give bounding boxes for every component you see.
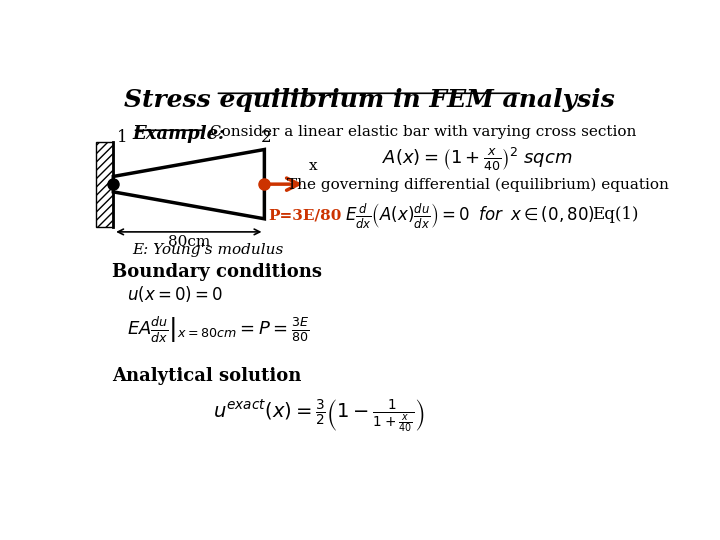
Text: E: Young's modulus: E: Young's modulus	[132, 244, 284, 258]
Text: x: x	[309, 159, 318, 173]
Text: Eq(1): Eq(1)	[593, 206, 639, 224]
Text: $A(x) = \left(1 + \frac{x}{40}\right)^2 \; sqcm$: $A(x) = \left(1 + \frac{x}{40}\right)^2 …	[382, 146, 572, 173]
Text: $E\frac{d}{dx}\left(A(x)\frac{du}{dx}\right) = 0 \;\; for \;\; x \in (0,80)$: $E\frac{d}{dx}\left(A(x)\frac{du}{dx}\ri…	[345, 202, 595, 231]
Text: $u^{exact}(x) = \frac{3}{2}\left(1 - \frac{1}{1 + \frac{x}{40}}\right)$: $u^{exact}(x) = \frac{3}{2}\left(1 - \fr…	[212, 397, 425, 434]
Text: Analytical solution: Analytical solution	[112, 367, 301, 384]
Bar	[96, 142, 113, 226]
Text: Stress equilibrium in FEM analysis: Stress equilibrium in FEM analysis	[124, 88, 614, 112]
Text: The governing differential (equilibrium) equation: The governing differential (equilibrium)…	[287, 178, 668, 192]
Text: Boundary conditions: Boundary conditions	[112, 262, 322, 281]
Text: P=3E/80: P=3E/80	[269, 209, 341, 223]
Text: 1: 1	[117, 129, 128, 146]
Text: Example:: Example:	[132, 125, 225, 143]
Text: Consider a linear elastic bar with varying cross section: Consider a linear elastic bar with varyi…	[210, 125, 636, 139]
Text: 80cm: 80cm	[168, 235, 210, 249]
Text: 2: 2	[261, 129, 271, 146]
Text: $EA\left.\frac{du}{dx}\right|_{x=80cm} = P = \frac{3E}{80}$: $EA\left.\frac{du}{dx}\right|_{x=80cm} =…	[127, 315, 310, 345]
Text: $u(x=0) = 0$: $u(x=0) = 0$	[127, 284, 223, 304]
